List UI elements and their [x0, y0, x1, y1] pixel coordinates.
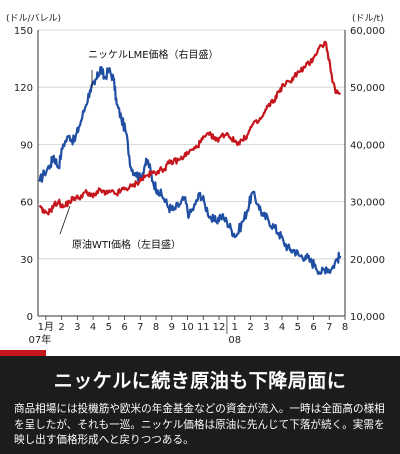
left-tick-label: 0: [27, 312, 33, 323]
x-tick-label: 2: [247, 322, 253, 333]
nickel-annotation-label: ニッケルLME価格（右目盛）: [88, 48, 219, 61]
nickel-price-line: [38, 66, 342, 275]
right-axis-unit: (ドル/t): [352, 14, 384, 24]
x-tick-label: 6: [121, 322, 127, 333]
x-tick-label: 12: [213, 322, 226, 333]
x-tick-label: 2: [58, 322, 64, 333]
right-tick-label: 60,000: [350, 26, 385, 37]
x-tick-label: 6: [310, 322, 316, 333]
x-year-label: 08: [228, 335, 241, 346]
x-tick-label: 7: [326, 322, 332, 333]
caption-body: 商品相場には投機筋や欧米の年金基金などの資金が流入。一時は全面高の様相を呈したが…: [14, 403, 385, 446]
x-tick-label: 11: [197, 322, 210, 333]
x-tick-label: 3: [263, 322, 269, 333]
x-tick-label: 4: [279, 322, 285, 333]
left-axis-unit: (ドル/バレル): [6, 13, 61, 24]
left-tick-label: 90: [20, 140, 33, 151]
x-tick-label: 5: [295, 322, 301, 333]
left-tick-label: 60: [20, 198, 33, 209]
headline: ニッケルに続き原油も下降局面に: [53, 370, 347, 392]
accent-rule: [0, 350, 46, 356]
chart-area: 0 30 60 90 120 150 10,000 20,000 30,000 40,000 50…: [6, 13, 385, 346]
caption-box: ニッケルに続き原油も下降局面に 商品相場には投機筋や欧米の年金基金などの資金が流…: [0, 356, 400, 454]
x-tick-label: 3: [74, 322, 80, 333]
left-tick-label: 30: [20, 255, 33, 266]
oil-price-line: [38, 40, 342, 216]
right-tick-label: 30,000: [350, 198, 385, 209]
x-tick-label: 8: [342, 322, 348, 333]
x-tick-label: 7: [137, 322, 143, 333]
left-tick-label: 150: [14, 26, 33, 37]
x-tick-label: 9: [169, 322, 175, 333]
right-tick-label: 50,000: [350, 83, 385, 94]
right-tick-label: 10,000: [350, 312, 385, 323]
right-tick-label: 40,000: [350, 140, 385, 151]
oil-annotation-label: 原油WTI価格（左目盛）: [72, 238, 181, 251]
x-tick-label: 8: [153, 322, 159, 333]
left-tick-label: 120: [14, 83, 33, 94]
x-tick-label: 1月: [38, 321, 54, 333]
x-tick-label: 5: [106, 322, 112, 333]
x-year-label: 07年: [29, 333, 52, 346]
right-tick-label: 20,000: [350, 255, 385, 266]
x-tick-label: 4: [90, 322, 96, 333]
x-tick-label: 1: [232, 322, 238, 333]
x-tick-label: 10: [181, 322, 194, 333]
oil-annotation-leader: [59, 205, 71, 235]
